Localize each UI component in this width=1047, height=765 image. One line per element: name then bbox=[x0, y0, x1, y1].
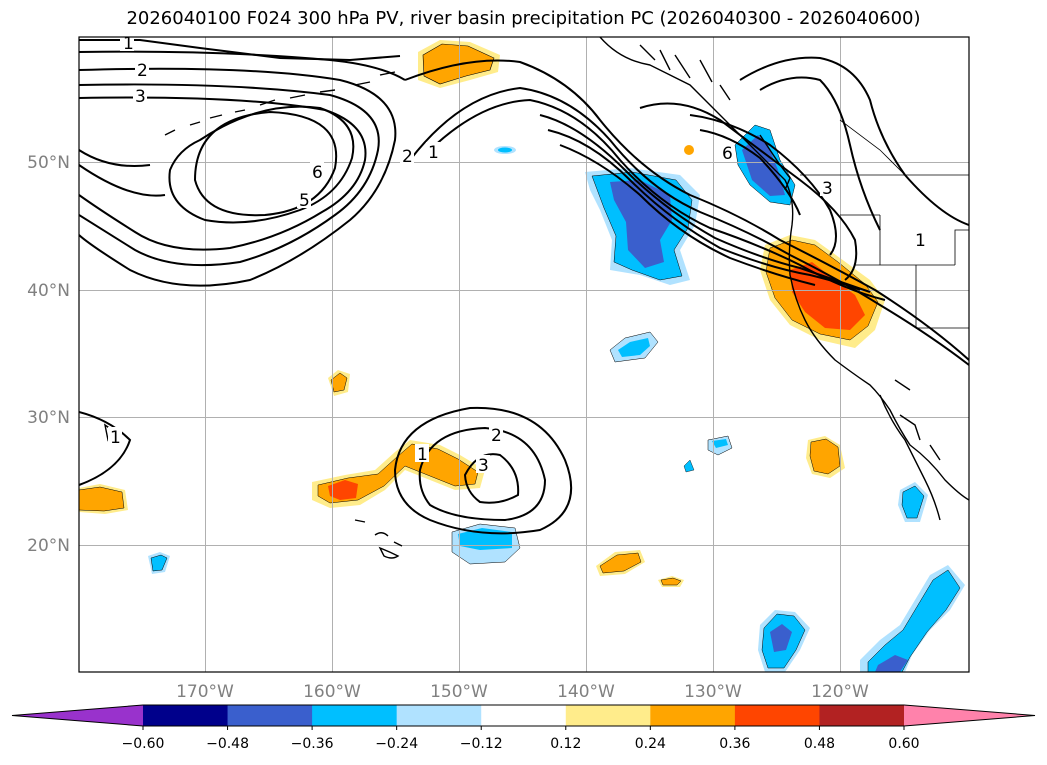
colorbar-tick-label: 0.48 bbox=[804, 736, 835, 752]
colorbar-tick-label: 0.60 bbox=[888, 736, 919, 752]
contour-label: 2 bbox=[402, 147, 413, 167]
colorbar-tick-label: −0.12 bbox=[460, 736, 503, 752]
precip-positive-area bbox=[809, 438, 841, 475]
colorbar-tick-label: −0.48 bbox=[206, 736, 249, 752]
contour-label: 6 bbox=[312, 163, 323, 183]
colorbar-tick-label: 0.12 bbox=[550, 736, 581, 752]
contour-label: 2 bbox=[491, 426, 502, 446]
map-title: 2026040100 F024 300 hPa PV, river basin … bbox=[126, 8, 921, 29]
precip-positive-area bbox=[79, 486, 125, 512]
contour-label: 6 bbox=[722, 144, 733, 164]
precip-negative-area bbox=[867, 569, 961, 672]
colorbar-tick-label: 0.24 bbox=[635, 736, 666, 752]
precip-negative-area bbox=[712, 439, 728, 448]
precip-negative-area bbox=[618, 338, 650, 357]
precip-negative-area bbox=[498, 147, 512, 153]
contour-label: 3 bbox=[478, 456, 489, 476]
contour-label: 2 bbox=[137, 61, 148, 81]
contour-label: 3 bbox=[822, 179, 833, 199]
precip-positive-area bbox=[317, 443, 479, 504]
precip-negative-area bbox=[150, 554, 168, 572]
colorbar: −0.60 −0.48 −0.36 −0.24 −0.12 0.12 0.24 0.36 0.4… bbox=[11, 704, 1036, 752]
contour-label: 1 bbox=[417, 445, 428, 465]
precip-positive-area bbox=[599, 552, 642, 574]
colorbar-tick-label: −0.36 bbox=[291, 736, 334, 752]
contour-labels: 1 2 3 6 5 2 1 6 3 1 2 3 1 1 bbox=[108, 34, 927, 476]
lon-label: 170°W bbox=[176, 682, 234, 702]
colorbar-extend-high bbox=[904, 705, 1035, 726]
precip-negative-area bbox=[683, 459, 695, 473]
lat-label: 50°N bbox=[27, 153, 70, 173]
colorbar-swatch bbox=[227, 705, 313, 726]
axis-labels: 170°W 160°W 150°W 140°W 130°W 120°W 50°N… bbox=[27, 153, 869, 702]
precip-negative-area bbox=[610, 180, 672, 268]
precip-negative-area bbox=[901, 485, 925, 519]
colorbar-swatch bbox=[396, 705, 482, 726]
colorbar-extend-low bbox=[12, 705, 143, 726]
precip-positive-area bbox=[684, 145, 694, 155]
precip-positive-area bbox=[790, 262, 865, 330]
borders bbox=[800, 119, 969, 329]
colorbar-tick-label: −0.60 bbox=[122, 736, 165, 752]
colorbar-swatch bbox=[819, 705, 905, 726]
map-frame bbox=[78, 36, 970, 673]
lat-label: 40°N bbox=[27, 281, 70, 301]
contour-label: 1 bbox=[110, 428, 121, 448]
contour-label: 5 bbox=[299, 191, 310, 211]
precip-positive-area bbox=[660, 577, 682, 586]
lon-label: 130°W bbox=[684, 682, 742, 702]
colorbar-swatch bbox=[143, 705, 229, 726]
contour-label: 1 bbox=[123, 34, 134, 54]
precip-positive-area bbox=[330, 372, 348, 393]
map-area: 1 2 3 6 5 2 1 6 3 1 2 3 1 1 bbox=[79, 34, 969, 672]
colorbar-swatch bbox=[481, 705, 567, 726]
colorbar-swatch bbox=[650, 705, 736, 726]
precip-negative-area bbox=[770, 624, 792, 652]
lon-label: 150°W bbox=[430, 682, 488, 702]
contour-label: 1 bbox=[915, 231, 926, 251]
colorbar-swatch bbox=[565, 705, 651, 726]
colorbar-tick-label: 0.36 bbox=[719, 736, 750, 752]
colorbar-swatch bbox=[312, 705, 398, 726]
lon-label: 140°W bbox=[557, 682, 615, 702]
precip-negative-area bbox=[875, 655, 908, 672]
contour-label: 1 bbox=[428, 143, 439, 163]
lon-label: 160°W bbox=[303, 682, 361, 702]
colorbar-swatch bbox=[734, 705, 820, 726]
contour-label: 3 bbox=[135, 87, 146, 107]
precip-positive-area bbox=[328, 480, 358, 500]
precip-negative-area bbox=[742, 135, 785, 196]
pv-contours bbox=[79, 39, 969, 535]
lat-label: 30°N bbox=[27, 408, 70, 428]
lat-label: 20°N bbox=[27, 536, 70, 556]
lon-label: 120°W bbox=[811, 682, 869, 702]
colorbar-tick-label: −0.24 bbox=[375, 736, 418, 752]
